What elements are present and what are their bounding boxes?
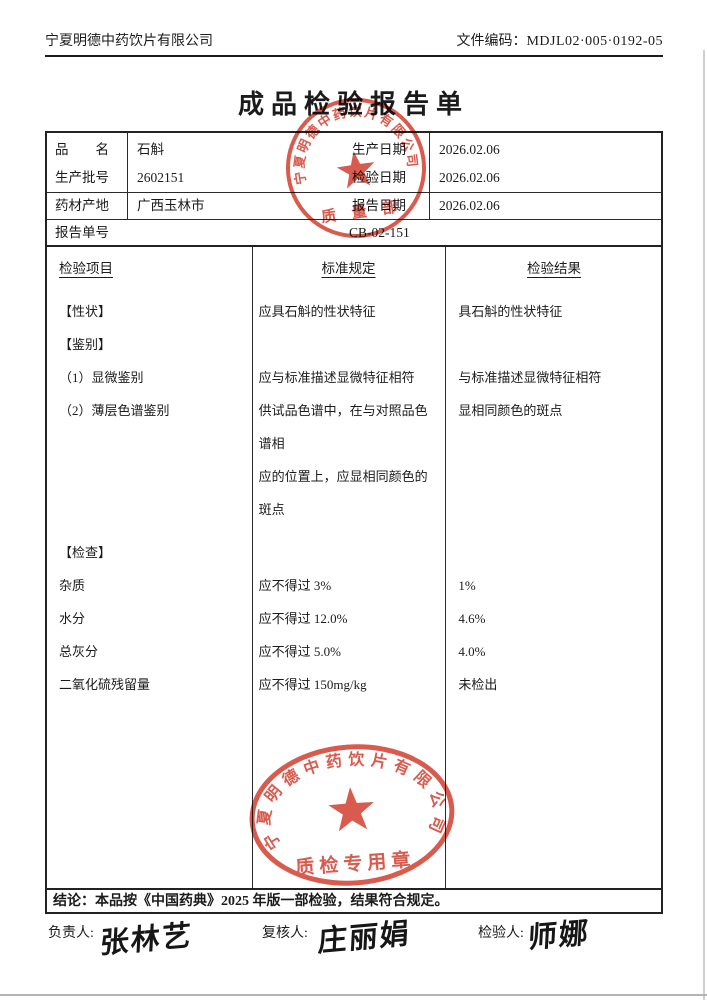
reviewer-label: 复核人: [262, 926, 308, 941]
inspection-cell-item: 杂质 [59, 578, 86, 593]
inspection-cell-result [442, 328, 661, 361]
column-header-standard: 标准规定 [321, 261, 376, 276]
inspection-cell-item: （1）显微鉴别 [59, 370, 144, 385]
report-no-label: 报告单号 [55, 225, 109, 240]
doc-code: 文件编码：MDJL02·005·0192-05 [456, 30, 663, 50]
page-edge-bottom [0, 994, 707, 996]
test-date-value: 2026.02.06 [439, 170, 500, 185]
conclusion-row: 结论：本品按《中国药典》2025 年版一部检验，结果符合规定。 [47, 888, 661, 914]
inspection-cell-standard: 应与标准描述显微特征相符 [258, 370, 415, 385]
doc-code-label: 文件编码： [456, 34, 527, 49]
inspection-row: 二氧化硫残留量 应不得过 150mg/kg 未检出 [47, 668, 661, 701]
inspection-cell-result: 1% [458, 578, 476, 593]
inspection-row: 【性状】 应具石斛的性状特征 具石斛的性状特征 [47, 295, 661, 328]
inspection-cell-standard: 应不得过 5.0% [258, 644, 342, 659]
inspection-cell-standard: 应不得过 150mg/kg [258, 677, 367, 692]
inspection-row: 杂质 应不得过 3% 1% [47, 569, 661, 602]
inspection-rows: 【性状】 应具石斛的性状特征 具石斛的性状特征【鉴别】 （1）显微鉴别 应与标准描述显微… [47, 295, 661, 701]
inspection-cell-item: 二氧化硫残留量 [59, 677, 151, 692]
inspection-cell-item: 【鉴别】 [59, 337, 112, 352]
info-table: 品 名 石斛 生产日期 2026.02.06 生产批号 2602151 检验日期… [45, 131, 663, 245]
inspection-row: 【鉴别】 [47, 328, 661, 361]
info-hline-2 [47, 219, 661, 220]
report-date-label: 报告日期 [352, 198, 406, 213]
inspector-signature: 师娜 [527, 917, 591, 955]
reviewer-signature: 庄丽娟 [317, 917, 412, 959]
page-edge-right [703, 50, 705, 1000]
page-header: 宁夏明德中药饮片有限公司 文件编码：MDJL02·005·0192-05 [45, 30, 663, 50]
info-divider-1 [127, 133, 128, 219]
inspection-row: 【检查】 [47, 536, 661, 569]
inspection-row: （2）薄层色谱鉴别 供试品色谱中，在与对照品色谱相 应的位置上，应显相同颜色的斑点… [47, 394, 661, 526]
inspection-cell-item: 总灰分 [59, 644, 99, 659]
doc-code-value: MDJL02·005·0192-05 [526, 34, 663, 49]
origin-label: 药材产地 [55, 198, 109, 213]
info-hline-1 [47, 192, 661, 193]
inspection-cell-standard: 应不得过 3% [258, 578, 332, 593]
info-divider-2 [429, 133, 430, 219]
inspection-cell-result: 未检出 [458, 677, 498, 692]
inspection-row: 总灰分 应不得过 5.0% 4.0% [47, 635, 661, 668]
header-rule [45, 55, 663, 57]
report-date-value: 2026.02.06 [439, 198, 500, 213]
company-name: 宁夏明德中药饮片有限公司 [45, 34, 213, 49]
inspection-divider-1 [252, 247, 253, 888]
inspection-cell-result: 显相同颜色的斑点 [458, 403, 563, 418]
product-label: 品 名 [55, 142, 109, 157]
batch-label: 生产批号 [55, 170, 109, 185]
inspection-cell-standard: 应不得过 12.0% [258, 611, 348, 626]
prod-date-value: 2026.02.06 [439, 142, 500, 157]
test-date-label: 检验日期 [352, 170, 406, 185]
product-value: 石斛 [137, 142, 164, 157]
inspection-cell-standard [251, 328, 443, 361]
responsible-signature: 张林艺 [99, 919, 194, 961]
batch-value: 2602151 [137, 170, 185, 185]
inspection-row: 水分 应不得过 12.0% 4.6% [47, 602, 661, 635]
report-no-value: CB-02-151 [349, 225, 410, 240]
inspection-cell-item: 水分 [59, 611, 86, 626]
origin-value: 广西玉林市 [137, 198, 205, 213]
inspection-divider-2 [445, 247, 446, 888]
inspection-cell-standard [251, 536, 443, 569]
inspection-cell-standard: 供试品色谱中，在与对照品色谱相 应的位置上，应显相同颜色的斑点 [258, 403, 428, 517]
inspection-cell-item: 【检查】 [59, 545, 112, 560]
signature-row: 负责人: 张林艺 复核人: 庄丽娟 检验人: 师娜 [0, 914, 707, 966]
inspection-cell-result: 具石斛的性状特征 [458, 304, 563, 319]
column-header-result: 检验结果 [527, 261, 581, 276]
responsible-label: 负责人: [48, 926, 94, 941]
inspection-cell-item: （2）薄层色谱鉴别 [59, 403, 170, 418]
inspection-cell-item: 【性状】 [59, 304, 112, 319]
inspection-table: 检验项目 标准规定 检验结果 【性状】 应具石斛的性状特征 具石斛的性状特征【鉴别】… [45, 245, 663, 914]
inspection-cell-result [442, 536, 661, 569]
inspector-label: 检验人: [478, 926, 524, 941]
column-header-item: 检验项目 [59, 261, 113, 276]
page-title: 成品检验报告单 [237, 90, 469, 119]
prod-date-label: 生产日期 [352, 142, 406, 157]
inspection-cell-result: 4.6% [458, 611, 486, 626]
inspection-row: （1）显微鉴别 应与标准描述显微特征相符 与标准描述显微特征相符 [47, 361, 661, 394]
inspection-cell-result: 与标准描述显微特征相符 [458, 370, 602, 385]
inspection-cell-result: 4.0% [458, 644, 486, 659]
inspection-cell-standard: 应具石斛的性状特征 [258, 304, 376, 319]
